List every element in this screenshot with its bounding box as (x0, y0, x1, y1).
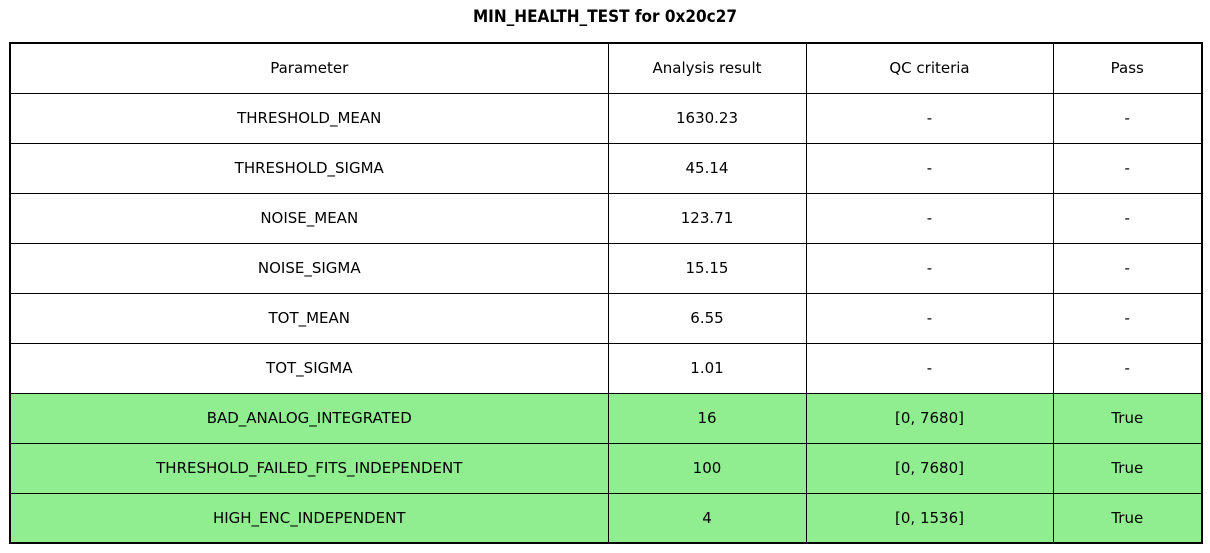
table-row: HIGH_ENC_INDEPENDENT 4 [0, 1536] True (9, 492, 1203, 544)
param-cell: NOISE_SIGMA (9, 242, 609, 294)
qc-cell: [0, 7680] (805, 442, 1054, 494)
pass-cell: - (1052, 192, 1203, 244)
header-pass: Pass (1052, 42, 1203, 94)
param-cell: HIGH_ENC_INDEPENDENT (9, 492, 609, 544)
param-cell: THRESHOLD_FAILED_FITS_INDEPENDENT (9, 442, 609, 494)
qc-cell: - (805, 342, 1054, 394)
qc-cell: [0, 7680] (805, 392, 1054, 444)
result-cell: 15.15 (607, 242, 807, 294)
pass-cell: - (1052, 92, 1203, 144)
qc-cell: - (805, 92, 1054, 144)
qc-results-table: Parameter Analysis result QC criteria Pa… (9, 42, 1203, 544)
pass-cell: - (1052, 142, 1203, 194)
param-cell: TOT_SIGMA (9, 342, 609, 394)
table-row: THRESHOLD_FAILED_FITS_INDEPENDENT 100 [0… (9, 442, 1203, 494)
table-row: NOISE_SIGMA 15.15 - - (9, 242, 1203, 294)
header-analysis-result: Analysis result (607, 42, 807, 94)
header-qc-criteria: QC criteria (805, 42, 1054, 94)
param-cell: BAD_ANALOG_INTEGRATED (9, 392, 609, 444)
pass-cell: - (1052, 242, 1203, 294)
result-cell: 6.55 (607, 292, 807, 344)
table-row: TOT_MEAN 6.55 - - (9, 292, 1203, 344)
pass-cell: - (1052, 292, 1203, 344)
pass-cell: - (1052, 342, 1203, 394)
result-cell: 1.01 (607, 342, 807, 394)
table-row: TOT_SIGMA 1.01 - - (9, 342, 1203, 394)
result-cell: 100 (607, 442, 807, 494)
qc-cell: - (805, 242, 1054, 294)
result-cell: 16 (607, 392, 807, 444)
param-cell: THRESHOLD_SIGMA (9, 142, 609, 194)
param-cell: NOISE_MEAN (9, 192, 609, 244)
result-cell: 4 (607, 492, 807, 544)
pass-cell: True (1052, 492, 1203, 544)
result-cell: 45.14 (607, 142, 807, 194)
result-cell: 1630.23 (607, 92, 807, 144)
table-row: THRESHOLD_MEAN 1630.23 - - (9, 92, 1203, 144)
qc-cell: - (805, 142, 1054, 194)
table-row: BAD_ANALOG_INTEGRATED 16 [0, 7680] True (9, 392, 1203, 444)
qc-cell: - (805, 292, 1054, 344)
param-cell: THRESHOLD_MEAN (9, 92, 609, 144)
page-title: MIN_HEALTH_TEST for 0x20c27 (472, 7, 738, 27)
qc-cell: - (805, 192, 1054, 244)
pass-cell: True (1052, 392, 1203, 444)
table-row: THRESHOLD_SIGMA 45.14 - - (9, 142, 1203, 194)
table-header-row: Parameter Analysis result QC criteria Pa… (9, 42, 1203, 94)
result-cell: 123.71 (607, 192, 807, 244)
param-cell: TOT_MEAN (9, 292, 609, 344)
table-row: NOISE_MEAN 123.71 - - (9, 192, 1203, 244)
pass-cell: True (1052, 442, 1203, 494)
qc-cell: [0, 1536] (805, 492, 1054, 544)
header-parameter: Parameter (9, 42, 609, 94)
